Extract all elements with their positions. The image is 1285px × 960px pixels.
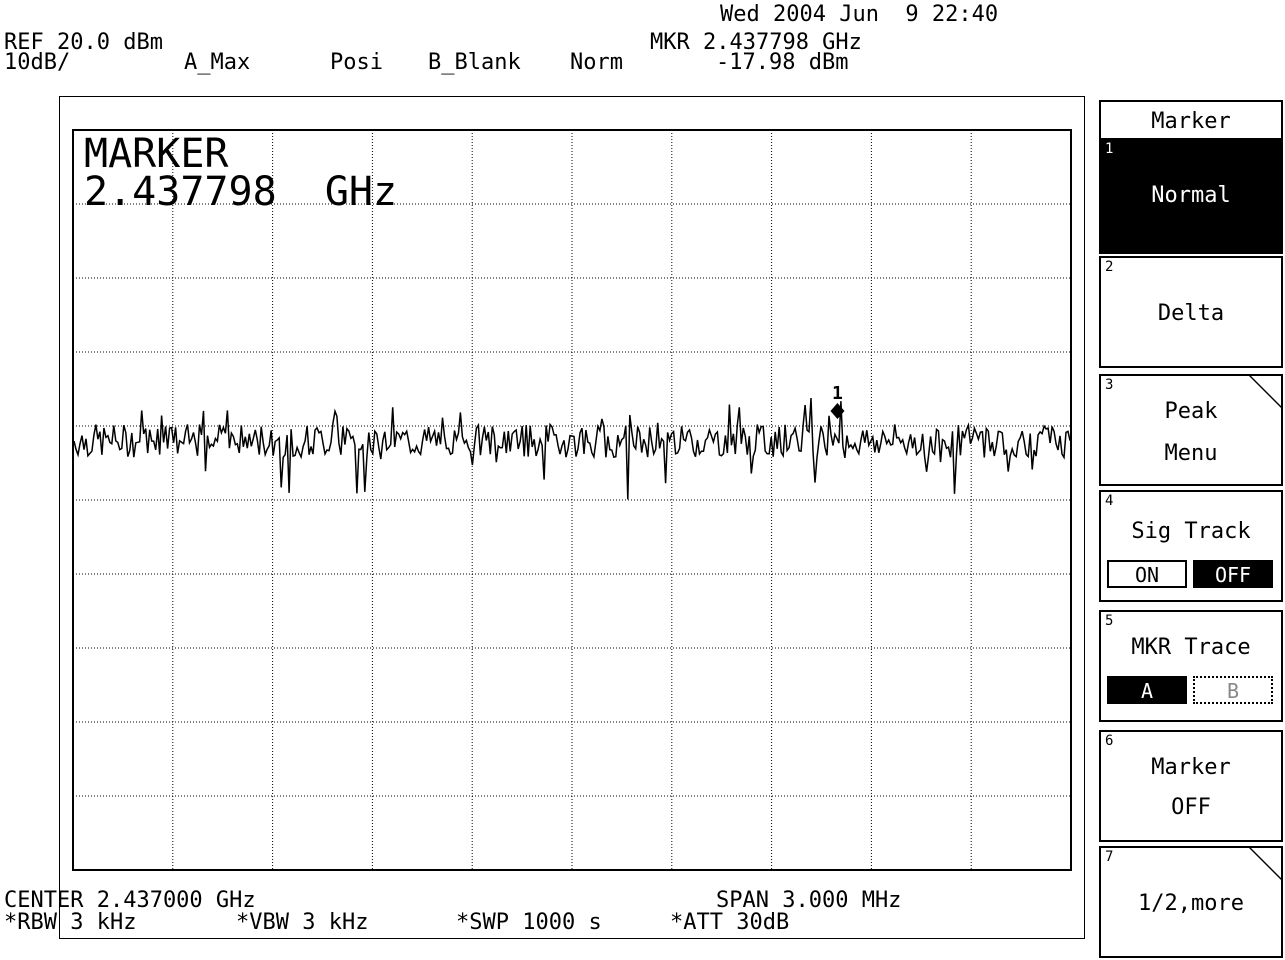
marker-title-big: MARKER xyxy=(84,131,229,177)
softkey-mkr-trace[interactable]: 5 MKR Trace A B xyxy=(1099,610,1283,722)
sweep-mode: Norm xyxy=(570,50,623,75)
softkey-label-line2: Menu xyxy=(1164,441,1218,466)
attenuation: *ATT 30dB xyxy=(670,910,790,935)
marker-1: 1 xyxy=(830,383,845,420)
softkey-number: 3 xyxy=(1105,377,1114,393)
softkey-sig-track[interactable]: 4 Sig Track ON OFF xyxy=(1099,490,1283,602)
softkey-number: 6 xyxy=(1105,733,1114,749)
softkey-label: MKR Trace xyxy=(1131,635,1251,660)
menu-title-label: Marker xyxy=(1151,109,1231,134)
scale-per-div: 10dB/ xyxy=(4,50,71,75)
ref-level: REF 20.0 dBm xyxy=(4,30,163,55)
mkr-trace-toggle[interactable]: A B xyxy=(1107,676,1277,704)
softkey-marker-off[interactable]: 6 Marker OFF xyxy=(1099,730,1283,842)
rbw: *RBW 3 kHz xyxy=(4,910,137,935)
submenu-corner-icon xyxy=(1247,374,1283,410)
softkey-label: Sig Track xyxy=(1131,519,1251,544)
softkey-number: 2 xyxy=(1105,259,1114,275)
marker-diamond-icon xyxy=(830,403,845,420)
marker-frequency-readout: MKR 2.437798 GHz xyxy=(650,30,862,55)
softkey-label-line1: Marker xyxy=(1151,755,1231,780)
softkey-number: 4 xyxy=(1105,493,1114,509)
span: SPAN 3.000 MHz xyxy=(716,888,902,913)
softkey-number: 5 xyxy=(1105,613,1114,629)
marker-number-label: 1 xyxy=(832,383,843,404)
softkey-number: 1 xyxy=(1105,141,1114,157)
softkey-label: 1/2,more xyxy=(1138,891,1244,916)
softkey-menu-title: Marker xyxy=(1099,100,1283,140)
softkey-normal[interactable]: 1 Normal xyxy=(1099,138,1283,254)
trace-b-mode: B_Blank xyxy=(428,50,521,75)
datetime: Wed 2004 Jun 9 22:40 xyxy=(720,2,999,27)
softkey-number: 7 xyxy=(1105,849,1114,865)
softkey-label: Delta xyxy=(1157,301,1225,326)
trace-a-line xyxy=(73,397,1071,500)
marker-level-readout: -17.98 dBm xyxy=(716,50,849,75)
softkey-label-line2: OFF xyxy=(1171,795,1211,820)
marker-frequency-big: 2.437798 GHz xyxy=(84,169,398,215)
submenu-corner-icon xyxy=(1247,846,1283,882)
toggle-off[interactable]: OFF xyxy=(1193,560,1273,588)
softkey-peak-menu[interactable]: 3 Peak Menu xyxy=(1099,374,1283,486)
softkey-delta[interactable]: 2 Delta xyxy=(1099,256,1283,368)
sig-track-toggle[interactable]: ON OFF xyxy=(1107,560,1277,588)
trace-b-option[interactable]: B xyxy=(1193,676,1273,704)
trace-a-mode: A_Max xyxy=(184,50,251,75)
softkey-label-line1: Peak xyxy=(1164,399,1218,424)
vbw: *VBW 3 kHz xyxy=(236,910,369,935)
softkey-more[interactable]: 7 1/2,more xyxy=(1099,846,1283,958)
sweep-time: *SWP 1000 s xyxy=(456,910,602,935)
trace-a-option[interactable]: A xyxy=(1107,676,1187,704)
center-frequency: CENTER 2.437000 GHz xyxy=(4,888,256,913)
graticule-grid xyxy=(73,130,1071,870)
detector-mode: Posi xyxy=(330,50,383,75)
toggle-on[interactable]: ON xyxy=(1107,560,1187,588)
softkey-label: Normal xyxy=(1151,183,1231,208)
screen-frame xyxy=(59,96,1085,939)
